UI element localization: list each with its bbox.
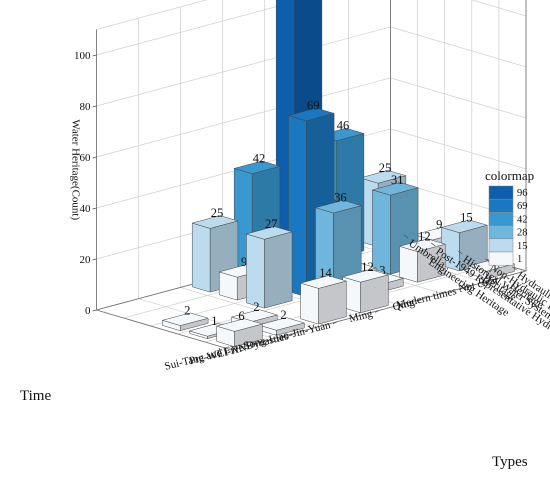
bar-value-label: 27 (265, 217, 278, 231)
z-tick (92, 105, 97, 108)
bar-value-label: 14 (319, 266, 332, 280)
bar-face-top (371, 182, 420, 196)
colormap-swatch (488, 198, 514, 213)
bar-value-label: 9 (241, 255, 247, 269)
colormap-swatch (488, 225, 514, 240)
bar-face-top (257, 317, 306, 331)
z-tick (92, 54, 97, 57)
bar-value-label: 2 (184, 303, 190, 317)
colormap-level-label: 28 (517, 228, 528, 239)
bar-value-label: 25 (211, 206, 224, 220)
bar-face-top (215, 318, 264, 332)
z-tick-label: 40 (80, 203, 92, 215)
z-tick (92, 309, 97, 312)
bar-value-label: 12 (418, 229, 431, 243)
time-tick (458, 287, 464, 291)
bar-not-clear-non-hydraulic-engineering-heritage: 15 (440, 210, 489, 272)
bar-value-label: 6 (238, 309, 244, 323)
bar-face-left (191, 222, 211, 293)
time-tick (374, 310, 380, 313)
type-tick (485, 258, 490, 263)
type-tick (403, 234, 409, 239)
bar-face-top (299, 275, 348, 289)
bar-value-label: 15 (460, 210, 473, 224)
bar-value-label: 1 (211, 314, 217, 328)
colormap-swatch (488, 238, 514, 253)
colormap-level-label: 42 (517, 214, 528, 225)
time-tick (290, 332, 296, 336)
bar-value-label: 25 (379, 161, 392, 175)
z-tick-label: 100 (74, 50, 91, 62)
colormap-swatch (488, 185, 514, 200)
bar-pre-wei-jin-hydraulic-engineering-heritage: 6 (215, 309, 264, 348)
bar-face-top (161, 312, 210, 326)
time-axis-title: Time (20, 388, 51, 404)
bar-value-label: 2 (280, 308, 286, 322)
bar-face-top (314, 200, 363, 214)
bar-face-top (341, 269, 390, 283)
time-tick (416, 298, 422, 302)
wall-grid-line (96, 0, 208, 30)
colormap-legend: colormap 96 69 42 28 15 1 (485, 168, 534, 266)
bar-face-top (440, 219, 489, 233)
time-tick (248, 343, 254, 347)
bar-song-liao-jin-yuan-hydraulic-engineering-heritage: 14 (299, 266, 348, 325)
z-tick-label: 60 (80, 152, 92, 164)
bar-face-top (359, 170, 407, 184)
bars-layer: 254611099423115254412396932736122214126 (161, 0, 516, 348)
z-tick (92, 258, 97, 261)
bar-value-label: 12 (361, 260, 374, 274)
time-tick (332, 321, 338, 325)
colormap-swatch (488, 212, 514, 226)
z-tick-label: 20 (80, 254, 92, 266)
z-axis: 0 20 40 60 80 100 Water Heritage(Count) (70, 29, 97, 317)
colormap-level-label: 1 (517, 254, 522, 265)
z-tick-label: 0 (85, 305, 91, 317)
bar-face-top (287, 107, 336, 122)
bar-value-label: 3 (379, 264, 385, 278)
bar-face-top (233, 160, 281, 174)
bar-value-label: 31 (391, 173, 404, 187)
bar-value-label: 69 (307, 99, 320, 113)
bar-song-liao-jin-yuan-historical-water-systems: 27 (245, 217, 294, 309)
bar-pre-wei-jin-historical-water-systems: 2 (161, 303, 210, 332)
colormap-level-label: 15 (517, 241, 528, 252)
wall-grid-line (96, 0, 527, 56)
type-tick (512, 266, 517, 271)
bar-modern-times-non-hydraulic-engineering-heritage: 12 (398, 229, 447, 283)
type-tick (458, 250, 463, 255)
colormap-swatch (488, 251, 514, 266)
colormap-level-label: 96 (517, 188, 528, 199)
z-tick (92, 207, 97, 210)
z-tick-label: 80 (80, 101, 92, 113)
bar-value-label: 36 (334, 191, 347, 205)
bar-value-label: 46 (337, 119, 350, 133)
z-axis-title: Water Heritage(Count) (70, 119, 82, 220)
z-tick (92, 156, 97, 159)
time-tick-label: Ming (348, 308, 375, 326)
time-tick (500, 276, 506, 279)
type-tick (430, 242, 436, 247)
bar-value-label: 9 (436, 218, 442, 232)
bar-value-label: 2 (253, 300, 259, 314)
bar-face-right (264, 231, 293, 309)
bar-face-top (191, 215, 239, 229)
bar-face-top (398, 238, 447, 252)
colormap-level-label: 69 (517, 201, 528, 212)
bar-sui-tang-and-five-dynasties-hydraulic-engineering-heritage: 2 (257, 308, 306, 336)
bar-value-label: 42 (253, 151, 266, 165)
type-axis-title: Types (492, 454, 528, 470)
colormap-title: colormap (485, 168, 534, 183)
bar-face-left (246, 233, 265, 309)
bar-face-left (300, 282, 319, 325)
bar-ming-hydraulic-engineering-heritage: 12 (341, 260, 390, 314)
bar-face-left (372, 189, 391, 275)
time-tick-label: Qing (391, 296, 416, 313)
bar-face-top (245, 226, 294, 240)
